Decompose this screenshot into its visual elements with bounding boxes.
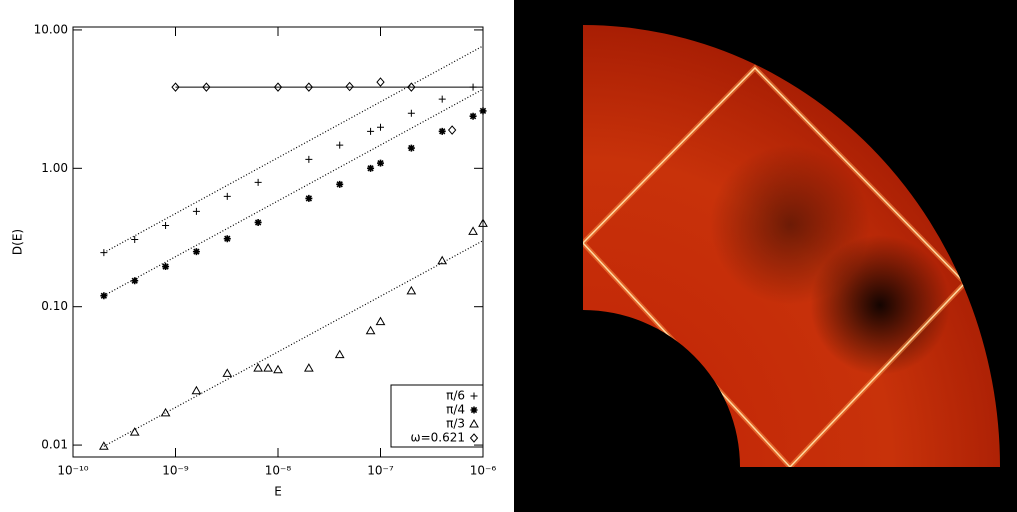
marker (191, 385, 202, 395)
legend-label: π/4 (446, 403, 465, 417)
legend-marker (470, 392, 478, 400)
marker (438, 127, 446, 135)
marker (171, 82, 180, 92)
marker (129, 427, 140, 436)
marker (254, 218, 262, 226)
legend (390, 384, 484, 448)
marker (437, 255, 448, 265)
marker (478, 218, 488, 227)
legend-label: π/3 (446, 417, 465, 431)
x-tick-label: 10⁻⁹ (162, 464, 189, 478)
marker (375, 316, 386, 326)
x-tick-label: 10⁻⁸ (265, 464, 292, 478)
marker (336, 180, 344, 188)
marker (365, 325, 376, 335)
marker (131, 235, 139, 243)
marker (303, 363, 314, 372)
y-tick-label: 0.10 (41, 299, 68, 313)
marker (160, 407, 171, 417)
x-tick-label: 10⁻⁷ (367, 464, 394, 478)
legend-label: ω=0.621 (411, 431, 465, 445)
marker (377, 123, 384, 131)
marker (469, 112, 477, 120)
marker (305, 194, 313, 202)
marker (407, 109, 415, 117)
marker (447, 125, 457, 135)
marker (406, 285, 417, 295)
y-tick-label: 10.00 (34, 22, 68, 36)
marker (377, 159, 384, 167)
marker (305, 155, 313, 163)
marker (98, 441, 109, 450)
marker (223, 235, 231, 243)
marker (223, 192, 231, 200)
marker (202, 82, 211, 92)
marker (438, 95, 446, 103)
marker (479, 107, 487, 115)
marker (469, 83, 477, 91)
legend-label: π/6 (446, 389, 465, 403)
marker (304, 82, 314, 92)
x-axis-label: E (274, 485, 282, 499)
marker (367, 127, 375, 135)
marker (273, 364, 283, 374)
x-tick-label: 10⁻⁶ (470, 464, 497, 478)
marker (162, 222, 170, 230)
marker (407, 144, 415, 152)
marker (263, 363, 273, 372)
marker (100, 249, 108, 257)
x-tick-label: 10⁻¹⁰ (57, 464, 88, 478)
marker (336, 141, 344, 149)
marker (376, 77, 385, 87)
marker (162, 263, 170, 271)
marker (192, 248, 200, 256)
marker (367, 164, 375, 172)
marker (192, 207, 200, 215)
marker (100, 292, 108, 300)
marker (468, 226, 478, 235)
marker (253, 363, 263, 372)
marker (131, 277, 139, 285)
marker (345, 81, 354, 92)
marker (222, 368, 233, 377)
marker (254, 178, 262, 186)
marker (334, 349, 345, 359)
y-tick-label: 0.01 (41, 438, 68, 452)
y-tick-label: 1.00 (41, 161, 68, 175)
marker (407, 82, 416, 92)
legend-marker (469, 418, 479, 428)
legend-marker (469, 433, 479, 443)
y-axis-label: D(E) (11, 229, 25, 255)
legend-marker (470, 406, 478, 414)
marker (273, 82, 283, 92)
